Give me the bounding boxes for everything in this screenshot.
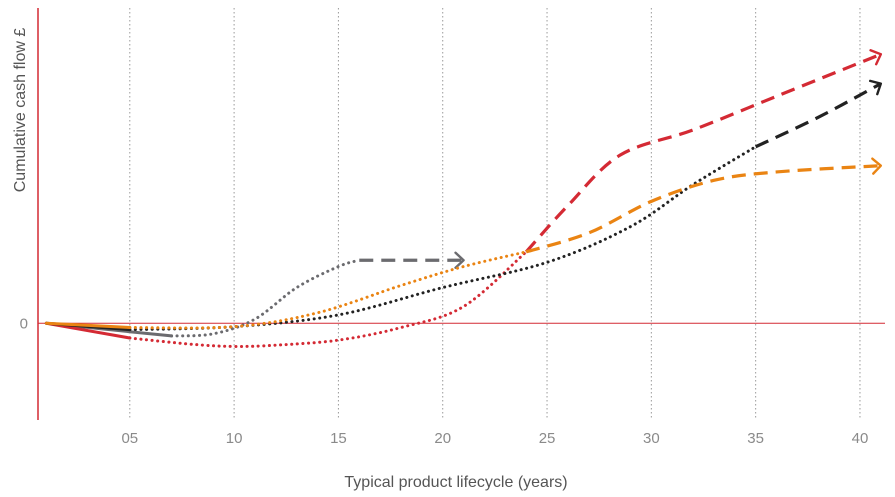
axes [37,8,885,420]
x-tick-label: 40 [852,430,869,447]
grid-lines [129,8,861,420]
solid-segment [44,321,132,330]
series-line [44,49,883,348]
arrowhead [871,157,883,175]
arrowhead [868,79,883,96]
x-tick-label: 20 [434,430,451,447]
dashed-segment [754,82,882,149]
dotted-segment [128,145,758,332]
dotted-segment [170,258,361,338]
x-tick-label: 35 [747,430,764,447]
y-tick-label: 0 [20,315,28,332]
axis-labels: 05 10 15 20 25 30 35 40 0 [20,315,869,447]
x-tick-label: 10 [226,430,243,447]
dotted-segment [128,250,528,348]
dashed-segment [524,52,882,253]
series-lines [44,49,883,348]
x-tick-label: 05 [121,430,138,447]
y-axis-title: Cumulative cash flow £ [12,28,29,193]
x-axis-title: Typical product lifecycle (years) [344,474,567,491]
x-tick-label: 30 [643,430,660,447]
x-tick-label: 15 [330,430,347,447]
arrowhead [869,49,883,66]
dashed-segment [525,164,881,254]
series-line [44,157,883,330]
x-tick-label: 25 [539,430,556,447]
arrowhead [454,251,465,269]
dotted-segment [128,250,528,330]
